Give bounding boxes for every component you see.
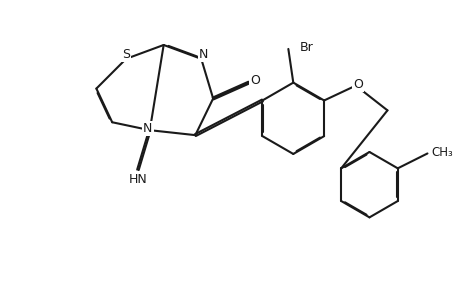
Text: O: O [249,74,259,87]
Text: N: N [143,122,152,135]
Text: O: O [352,78,362,91]
Text: N: N [198,48,207,62]
Text: CH₃: CH₃ [431,146,452,159]
Text: S: S [122,48,130,62]
Text: HN: HN [128,173,147,186]
Text: Br: Br [300,41,313,55]
